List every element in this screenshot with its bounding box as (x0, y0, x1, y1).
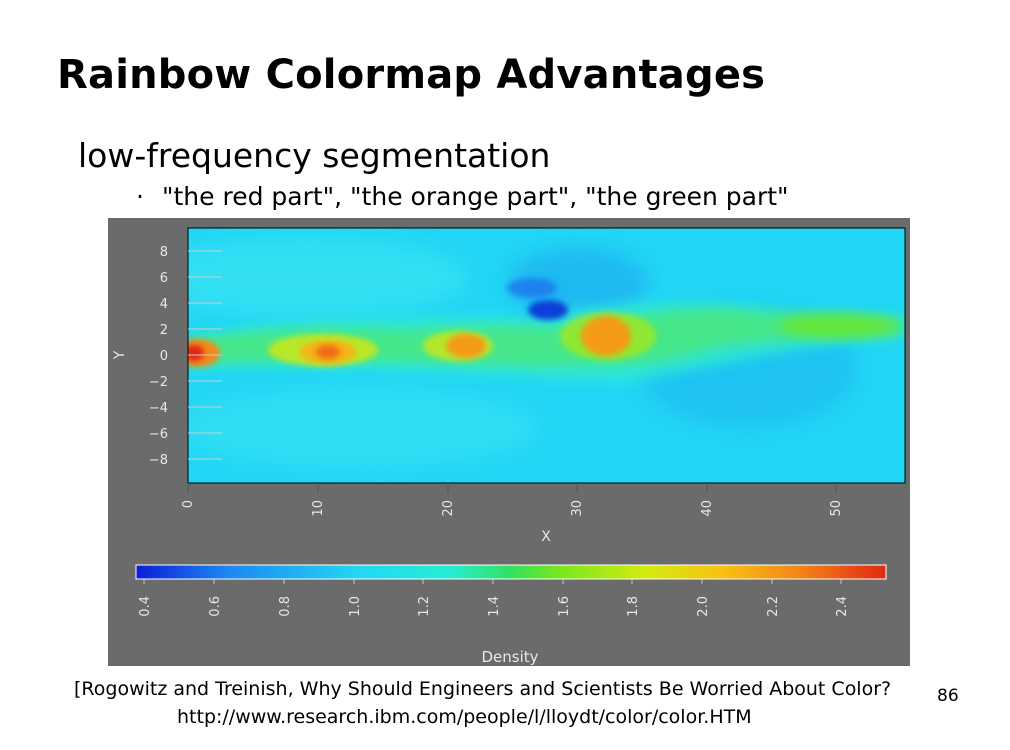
colorbar (135, 564, 887, 580)
y-tick-label: −8 (149, 453, 168, 468)
citation-text: [Rogowitz and Treinish, Why Should Engin… (74, 678, 892, 700)
x-tick-label: 30 (570, 500, 585, 517)
y-tick-label: 8 (160, 245, 168, 260)
x-tick-label: 0 (181, 500, 196, 508)
x-tick-marks (187, 483, 837, 493)
colorbar-tick-label: 1.0 (348, 596, 363, 617)
y-tick-label: 0 (160, 349, 168, 364)
y-tick-marks (188, 250, 222, 460)
colorbar-tick-label: 2.4 (835, 596, 850, 617)
bullet-marker: · (136, 182, 144, 211)
slide-title: Rainbow Colormap Advantages (57, 52, 766, 98)
y-tick-label: 2 (160, 323, 168, 338)
bullet-point: low-frequency segmentation (78, 136, 551, 175)
colorbar-tick-label: 1.4 (487, 596, 502, 617)
y-tick-label: 6 (160, 271, 168, 286)
colorbar-tick-label: 1.6 (557, 596, 572, 617)
y-axis-label: Y (112, 350, 128, 360)
colorbar-tick-marks (143, 579, 842, 584)
colorbar-tick-label: 0.4 (138, 596, 153, 617)
colorbar-label: Density (481, 648, 538, 666)
colorbar-tick-label: 2.2 (766, 596, 781, 617)
colorbar-tick-label: 0.6 (208, 596, 223, 617)
colorbar-tick-label: 0.8 (278, 596, 293, 617)
x-tick-label: 10 (311, 500, 326, 517)
sub-bullet-text: "the red part", "the orange part", "the … (162, 182, 789, 211)
x-tick-label: 40 (700, 500, 715, 517)
x-tick-label: 20 (441, 500, 456, 517)
citation-url: http://www.research.ibm.com/people/l/llo… (177, 706, 752, 728)
colorbar-tick-label: 2.0 (696, 596, 711, 617)
x-tick-label: 50 (829, 500, 844, 517)
page-number: 86 (937, 686, 959, 706)
density-plot: 8 6 4 2 0 −2 −4 −6 −8 Y 0 10 20 30 40 50… (112, 227, 906, 666)
x-axis-label: X (541, 529, 551, 545)
y-tick-label: −6 (149, 427, 168, 442)
y-tick-label: −4 (149, 401, 168, 416)
y-tick-label: 4 (160, 297, 168, 312)
colorbar-tick-label: 1.2 (417, 596, 432, 617)
density-field (188, 228, 905, 483)
density-plot-figure: 8 6 4 2 0 −2 −4 −6 −8 Y 0 10 20 30 40 50… (108, 218, 910, 666)
sub-bullet: · "the red part", "the orange part", "th… (136, 182, 789, 211)
y-tick-label: −2 (149, 375, 168, 390)
colorbar-tick-label: 1.8 (626, 596, 641, 617)
